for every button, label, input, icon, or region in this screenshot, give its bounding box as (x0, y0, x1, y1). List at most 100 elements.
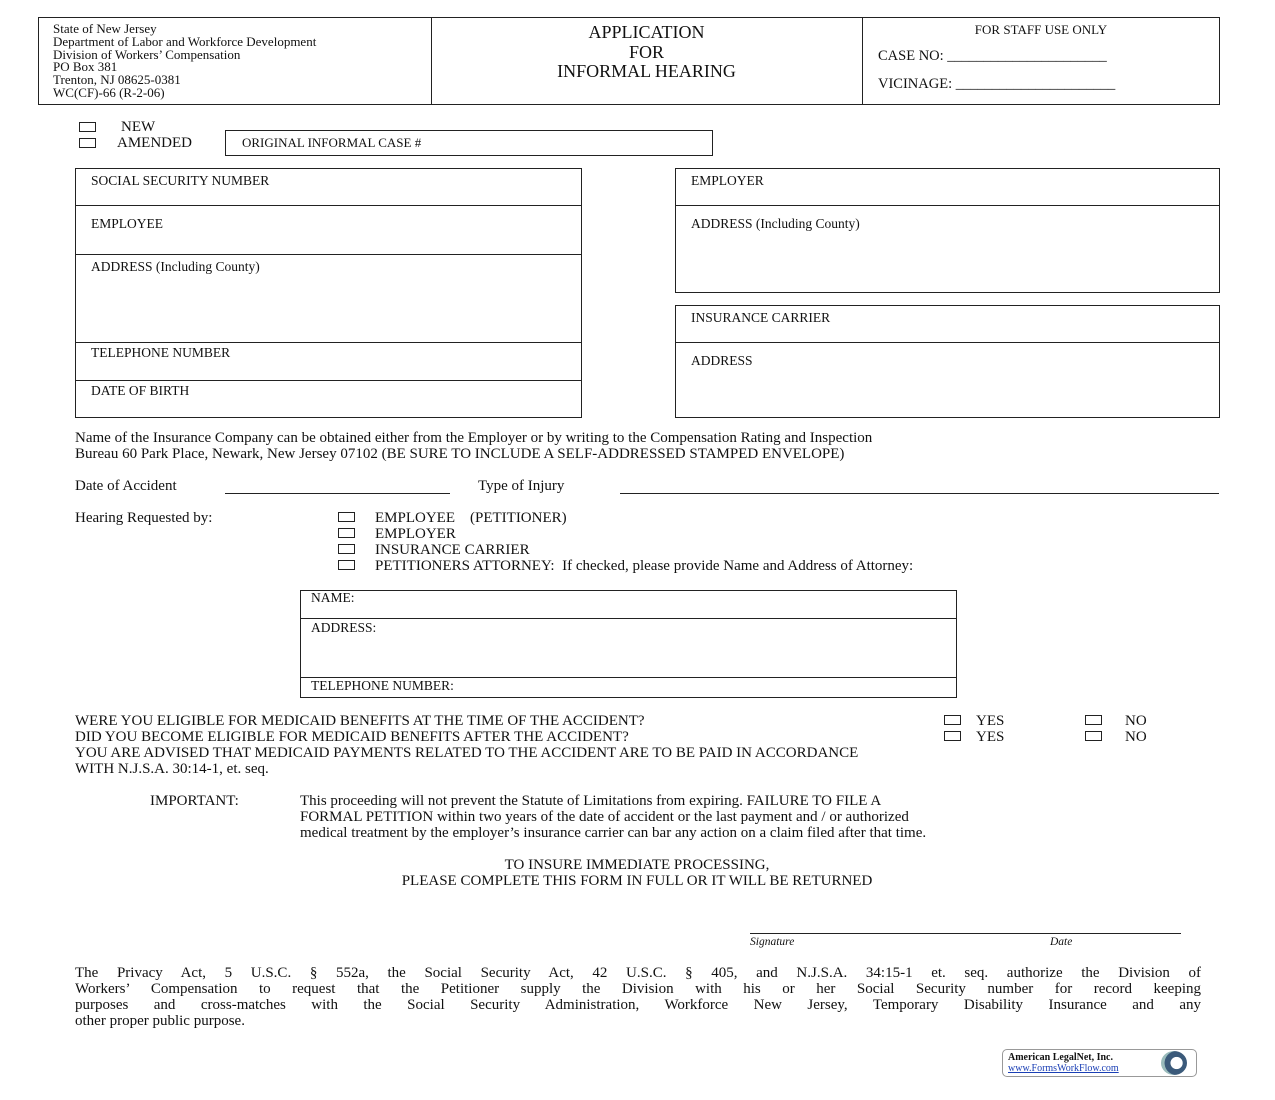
employer-label: EMPLOYER (691, 173, 764, 188)
note-line: Name of the Insurance Company can be obt… (75, 430, 873, 446)
important-line: This proceeding will not prevent the Sta… (300, 793, 882, 809)
agency-line: Division of Workers’ Compensation (53, 46, 241, 62)
processing-line: PLEASE COMPLETE THIS FORM IN FULL OR IT … (401, 873, 873, 889)
american-legalnet-logo[interactable]: American LegalNet, Inc. www.FormsWorkFlo… (1002, 1049, 1197, 1077)
processing-notice: TO INSURE IMMEDIATE PROCESSING, PLEASE C… (237, 857, 1037, 889)
dob-label: DATE OF BIRTH (91, 383, 190, 398)
title-line: INFORMAL HEARING (557, 61, 736, 81)
carrier-address-label: ADDRESS (691, 353, 753, 368)
important-label: IMPORTANT: (150, 793, 239, 809)
agency-line: Department of Labor and Workforce Develo… (53, 33, 317, 49)
telephone-label: TELEPHONE NUMBER (91, 345, 231, 360)
carrier-name-field[interactable]: INSURANCE CARRIER (675, 305, 1220, 343)
employee-address-field[interactable]: ADDRESS (Including County) (75, 255, 582, 343)
insurance-carrier-checkbox[interactable] (338, 544, 355, 554)
note-line: Bureau 60 Park Place, Newark, New Jersey… (75, 446, 845, 462)
important-text: This proceeding will not prevent the Sta… (300, 793, 926, 841)
ssn-field[interactable]: SOCIAL SECURITY NUMBER (75, 168, 582, 206)
agency-block: State of New Jersey Department of Labor … (53, 21, 317, 100)
medicaid-question-2: DID YOU BECOME ELIGIBLE FOR MEDICAID BEN… (75, 729, 629, 745)
q1-no-checkbox[interactable] (1085, 715, 1102, 725)
signature-field[interactable] (750, 933, 1181, 934)
processing-line: TO INSURE IMMEDIATE PROCESSING, (504, 857, 770, 873)
attorney-name-field[interactable]: NAME: (300, 590, 957, 619)
employee-petitioner-checkbox[interactable] (338, 512, 355, 522)
attorney-box: NAME: ADDRESS: TELEPHONE NUMBER: (300, 590, 957, 698)
date-of-birth-field[interactable]: DATE OF BIRTH (75, 381, 582, 418)
date-of-accident-label: Date of Accident (75, 478, 177, 494)
amended-checkbox[interactable] (79, 138, 96, 148)
privacy-line: The Privacy Act, 5 U.S.C. § 552a, the So… (75, 965, 1201, 981)
ssn-label: SOCIAL SECURITY NUMBER (91, 173, 270, 188)
no-label: NO (1125, 729, 1147, 745)
employer-name-field[interactable]: EMPLOYER (675, 168, 1220, 206)
insurance-note: Name of the Insurance Company can be obt… (75, 430, 872, 462)
attorney-address-label: ADDRESS: (311, 620, 377, 635)
original-case-field[interactable]: ORIGINAL INFORMAL CASE # (225, 130, 713, 156)
carrier-address-field[interactable]: ADDRESS (675, 343, 1220, 418)
yes-label: YES (976, 729, 1005, 745)
employee-name-field[interactable]: EMPLOYEE (75, 206, 582, 255)
divider (431, 17, 432, 105)
employer-address-field[interactable]: ADDRESS (Including County) (675, 206, 1220, 293)
amended-label: AMENDED (117, 135, 192, 151)
staff-heading: FOR STAFF USE ONLY (974, 22, 1108, 37)
title-line: FOR (628, 41, 664, 62)
attorney-address-field[interactable]: ADDRESS: (300, 619, 957, 678)
privacy-line: Workers’ Compensation to request that th… (75, 981, 1201, 997)
option-label: INSURANCE CARRIER (375, 542, 530, 558)
employer-checkbox[interactable] (338, 528, 355, 538)
title-line: APPLICATION (588, 22, 705, 42)
header-box (38, 17, 1220, 105)
original-case-label: ORIGINAL INFORMAL CASE # (242, 135, 422, 150)
medicaid-advice: YOU ARE ADVISED THAT MEDICAID PAYMENTS R… (75, 745, 858, 777)
q1-yes-checkbox[interactable] (944, 715, 961, 725)
telephone-field[interactable]: TELEPHONE NUMBER (75, 343, 582, 381)
agency-line: State of New Jersey (53, 21, 157, 36)
medicaid-question-1: WERE YOU ELIGIBLE FOR MEDICAID BENEFITS … (75, 713, 645, 729)
no-label: NO (1125, 713, 1147, 729)
carrier-label: INSURANCE CARRIER (691, 310, 831, 325)
date-of-accident-field[interactable] (225, 493, 450, 494)
type-of-injury-label: Type of Injury (478, 478, 565, 494)
yes-label: YES (976, 713, 1005, 729)
vicinage-field[interactable]: VICINAGE: ______________________ (878, 76, 1116, 92)
divider (862, 17, 863, 105)
option-label: EMPLOYER (375, 526, 456, 542)
new-label: NEW (121, 119, 156, 135)
employee-address-label: ADDRESS (Including County) (91, 259, 260, 274)
option-label: PETITIONERS ATTORNEY: If checked, please… (375, 558, 914, 574)
privacy-notice: The Privacy Act, 5 U.S.C. § 552a, the So… (75, 965, 1201, 1029)
advice-line: WITH N.J.S.A. 30:14-1, et. seq. (75, 761, 269, 777)
form-title: APPLICATION FOR INFORMAL HEARING (431, 22, 862, 82)
logo-name: American LegalNet, Inc. (1008, 1052, 1113, 1063)
attorney-telephone-label: TELEPHONE NUMBER: (311, 678, 454, 693)
important-line: FORMAL PETITION within two years of the … (300, 809, 909, 825)
type-of-injury-field[interactable] (620, 493, 1219, 494)
carrier-box: INSURANCE CARRIER ADDRESS (675, 305, 1220, 418)
employer-address-label: ADDRESS (Including County) (691, 216, 860, 231)
employee-info-box: SOCIAL SECURITY NUMBER EMPLOYEE ADDRESS … (75, 168, 582, 418)
case-no-field[interactable]: CASE NO: ______________________ (878, 48, 1107, 64)
employee-label: EMPLOYEE (91, 216, 163, 231)
agency-line: Trenton, NJ 08625-0381 (53, 72, 181, 88)
employer-box: EMPLOYER ADDRESS (Including County) (675, 168, 1220, 293)
privacy-line: purposes and cross-matches with the Soci… (75, 997, 1201, 1013)
logo-url[interactable]: www.FormsWorkFlow.com (1008, 1063, 1119, 1074)
option-label: EMPLOYEE (PETITIONER) (375, 510, 567, 526)
agency-line: PO Box 381 (53, 59, 118, 75)
new-checkbox[interactable] (79, 122, 96, 132)
q2-yes-checkbox[interactable] (944, 731, 961, 741)
signature-label: Signature (750, 936, 795, 948)
petitioners-attorney-checkbox[interactable] (338, 560, 355, 570)
date-label: Date (1050, 936, 1073, 948)
attorney-telephone-field[interactable]: TELEPHONE NUMBER: (300, 678, 957, 698)
q2-no-checkbox[interactable] (1085, 731, 1102, 741)
form-number: WC(CF)-66 (R-2-06) (53, 84, 165, 100)
advice-line: YOU ARE ADVISED THAT MEDICAID PAYMENTS R… (75, 745, 859, 761)
privacy-line: other proper public purpose. (75, 1013, 245, 1029)
globe-icon (1161, 1051, 1187, 1075)
attorney-name-label: NAME: (311, 590, 355, 605)
hearing-requested-label: Hearing Requested by: (75, 510, 213, 526)
